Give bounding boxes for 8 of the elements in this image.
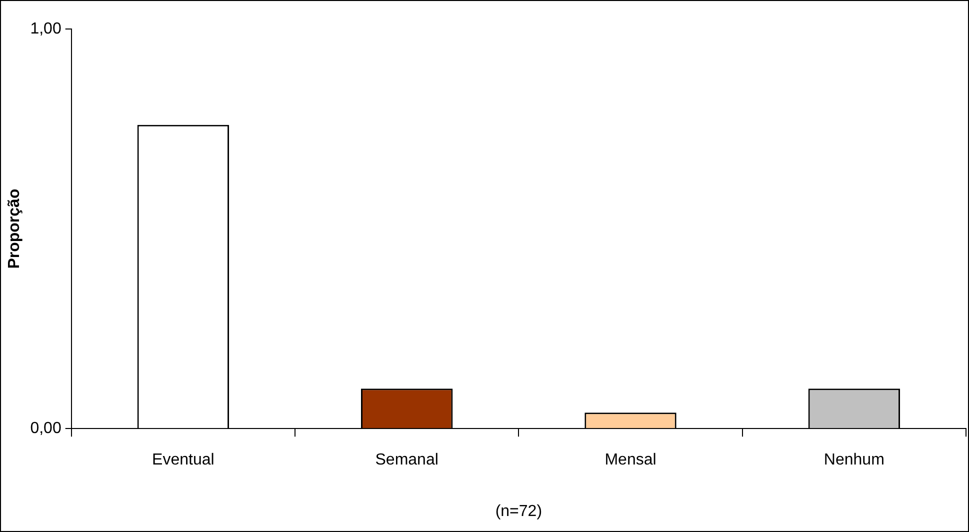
- y-tick-label: 0,00: [30, 420, 62, 438]
- x-tick-label: Nenhum: [824, 452, 884, 469]
- y-tick-label: 1,00: [30, 20, 62, 38]
- x-tick-label: Semanal: [375, 452, 438, 469]
- x-axis-title: (n=72): [495, 502, 542, 520]
- x-tick-label: Mensal: [604, 452, 656, 469]
- x-tick-label: Eventual: [152, 452, 214, 469]
- y-axis-title: Proporção: [6, 188, 24, 269]
